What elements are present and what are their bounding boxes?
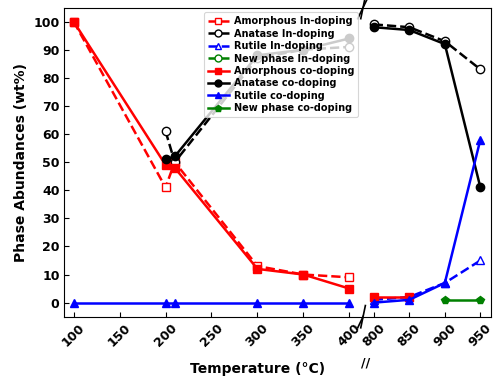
Legend: Amorphous In-doping, Anatase In-doping, Rutile In-doping, New phase In-doping, A: Amorphous In-doping, Anatase In-doping, … xyxy=(204,12,358,117)
Text: Temperature (°C): Temperature (°C) xyxy=(190,362,325,376)
Y-axis label: Phase Abundances (wt%): Phase Abundances (wt%) xyxy=(14,63,28,262)
Text: //: // xyxy=(362,357,371,370)
